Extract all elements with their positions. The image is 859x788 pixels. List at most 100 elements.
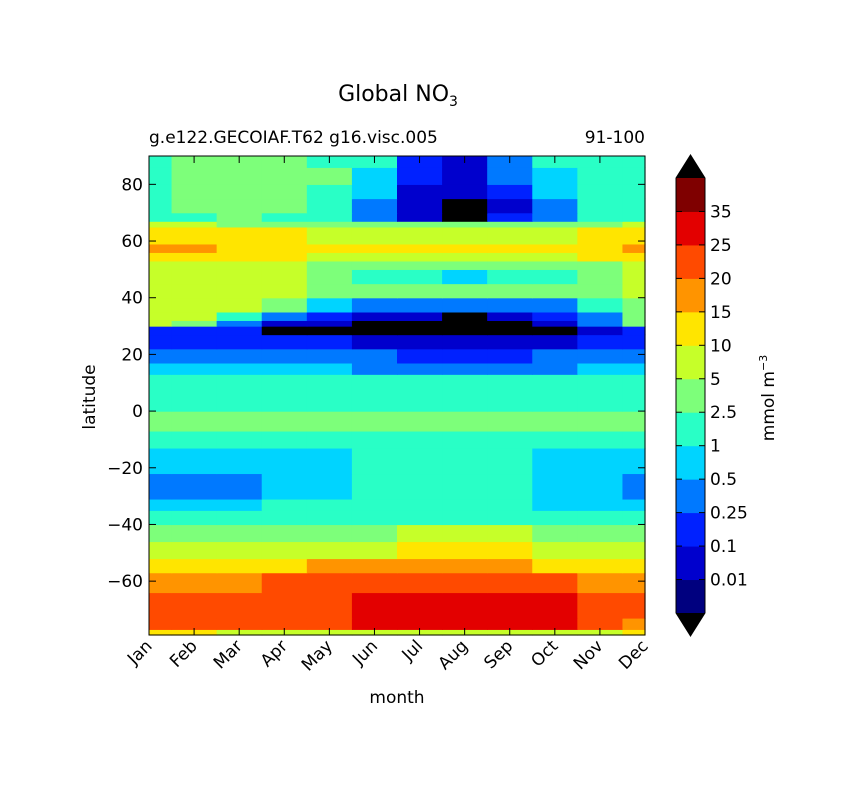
subtitle-right: 91-100 xyxy=(585,128,645,148)
heatmap-cell-30-7 xyxy=(442,184,488,200)
heatmap-cell-23-6 xyxy=(397,260,443,270)
x-tick-label: Oct xyxy=(527,636,562,671)
heatmap-cell-8-2 xyxy=(216,498,263,511)
heatmap-cell-10-3 xyxy=(261,447,308,475)
heatmap-cell-11-0 xyxy=(149,430,173,449)
heatmap-cell-12-10 xyxy=(577,411,624,432)
colorbar-level-label: 25 xyxy=(710,236,732,256)
heatmap-cell-2-2 xyxy=(216,592,263,619)
heatmap-cell-19-1 xyxy=(171,311,218,321)
heatmap-cell-31-6 xyxy=(397,167,443,185)
heatmap-cell-6-6 xyxy=(397,524,443,543)
heatmap-cell-23-0 xyxy=(149,260,173,270)
heatmap-cell-18-4 xyxy=(306,320,353,327)
heatmap-cell-29-5 xyxy=(351,198,398,214)
heatmap-cell-6-1 xyxy=(171,524,218,543)
heatmap-cell-22-4 xyxy=(306,269,353,285)
heatmap-cell-17-6 xyxy=(397,326,443,336)
x-tick-label: Jul xyxy=(398,636,427,665)
colorbar-segment xyxy=(676,244,705,279)
heatmap-cell-6-3 xyxy=(261,524,308,543)
heatmap-cell-10-4 xyxy=(306,447,353,475)
heatmap-cell-24-5 xyxy=(351,252,398,262)
heatmap-cell-14-7 xyxy=(442,362,488,375)
heatmap-cell-2-6 xyxy=(397,592,443,619)
heatmap-cell-23-11 xyxy=(622,260,646,270)
heatmap-cell-5-8 xyxy=(487,541,533,560)
heatmap-cell-23-1 xyxy=(171,260,218,270)
heatmap-cell-18-9 xyxy=(532,320,578,327)
heatmap-cell-9-4 xyxy=(306,473,353,500)
heatmap-cell-19-11 xyxy=(622,311,646,321)
heatmap-cell-29-2 xyxy=(216,198,263,214)
heatmap-cell-30-11 xyxy=(622,184,646,200)
heatmap-cell-8-11 xyxy=(622,498,646,511)
heatmap-cell-8-9 xyxy=(532,498,578,511)
heatmap-cell-2-9 xyxy=(532,592,578,619)
heatmap-cell-8-8 xyxy=(487,498,533,511)
heatmap-cell-12-1 xyxy=(171,411,218,432)
heatmap-cell-26-11 xyxy=(622,226,646,245)
heatmap-cell-29-10 xyxy=(577,198,624,214)
heatmap-cell-27-0 xyxy=(149,221,173,228)
heatmap-cell-5-10 xyxy=(577,541,624,560)
colorbar-segment xyxy=(676,512,705,547)
heatmap-cell-10-2 xyxy=(216,447,263,475)
heatmap-cell-10-9 xyxy=(532,447,578,475)
colorbar-segment xyxy=(676,479,705,514)
heatmap-cell-17-1 xyxy=(171,326,218,336)
heatmap-cell-13-9 xyxy=(532,374,578,412)
heatmap-cell-2-1 xyxy=(171,592,218,619)
heatmap-cell-31-9 xyxy=(532,167,578,185)
heatmap-cell-23-3 xyxy=(261,260,308,270)
heatmap-cell-21-0 xyxy=(149,283,173,299)
heatmap-cell-21-4 xyxy=(306,283,353,299)
heatmap-cell-14-1 xyxy=(171,362,218,375)
heatmap-cell-23-10 xyxy=(577,260,624,270)
heatmap-cell-10-6 xyxy=(397,447,443,475)
heatmap-cell-25-10 xyxy=(577,243,624,253)
heatmap-cell-5-9 xyxy=(532,541,578,560)
heatmap-cell-7-1 xyxy=(171,510,218,526)
heatmap-cell-31-5 xyxy=(351,167,398,185)
heatmap-cell-18-6 xyxy=(397,320,443,327)
heatmap-cell-22-11 xyxy=(622,269,646,285)
heatmap-cell-1-3 xyxy=(261,617,308,630)
heatmap-cell-8-3 xyxy=(261,498,308,511)
heatmap-cell-0-11 xyxy=(622,629,646,636)
heatmap-cell-7-10 xyxy=(577,510,624,526)
heatmap-cell-3-6 xyxy=(397,572,443,594)
heatmap-cell-27-2 xyxy=(216,221,263,228)
heatmap-cell-6-0 xyxy=(149,524,173,543)
heatmap-cell-29-3 xyxy=(261,198,308,214)
heatmap-cell-7-6 xyxy=(397,510,443,526)
y-tick-label: 40 xyxy=(121,289,143,309)
heatmap-cell-9-7 xyxy=(442,473,488,500)
heatmap-cell-28-0 xyxy=(149,212,173,222)
heatmap-cell-18-0 xyxy=(149,320,173,327)
heatmap-cell-19-4 xyxy=(306,311,353,321)
heatmap-cell-11-9 xyxy=(532,430,578,449)
heatmap-cell-15-7 xyxy=(442,348,488,364)
colorbar-label-main: mmol m xyxy=(759,371,779,441)
heatmap-cell-18-7 xyxy=(442,320,488,327)
heatmap-cell-19-2 xyxy=(216,311,263,321)
heatmap-cell-31-3 xyxy=(261,167,308,185)
heatmap-cell-30-6 xyxy=(397,184,443,200)
heatmap-cell-4-11 xyxy=(622,558,646,574)
heatmap-cell-5-5 xyxy=(351,541,398,560)
heatmap-cell-3-8 xyxy=(487,572,533,594)
heatmap-cell-16-7 xyxy=(442,334,488,350)
heatmap-cell-8-5 xyxy=(351,498,398,511)
x-tick-label: Dec xyxy=(615,636,652,673)
heatmap-cell-23-4 xyxy=(306,260,353,270)
heatmap-cell-10-1 xyxy=(171,447,218,475)
heatmap-cell-8-6 xyxy=(397,498,443,511)
heatmap-cell-31-11 xyxy=(622,167,646,185)
y-tick-label: 80 xyxy=(121,175,143,195)
heatmap-cell-24-11 xyxy=(622,252,646,262)
heatmap-cell-30-2 xyxy=(216,184,263,200)
heatmap-cell-15-2 xyxy=(216,348,263,364)
colorbar-segment xyxy=(676,579,705,614)
